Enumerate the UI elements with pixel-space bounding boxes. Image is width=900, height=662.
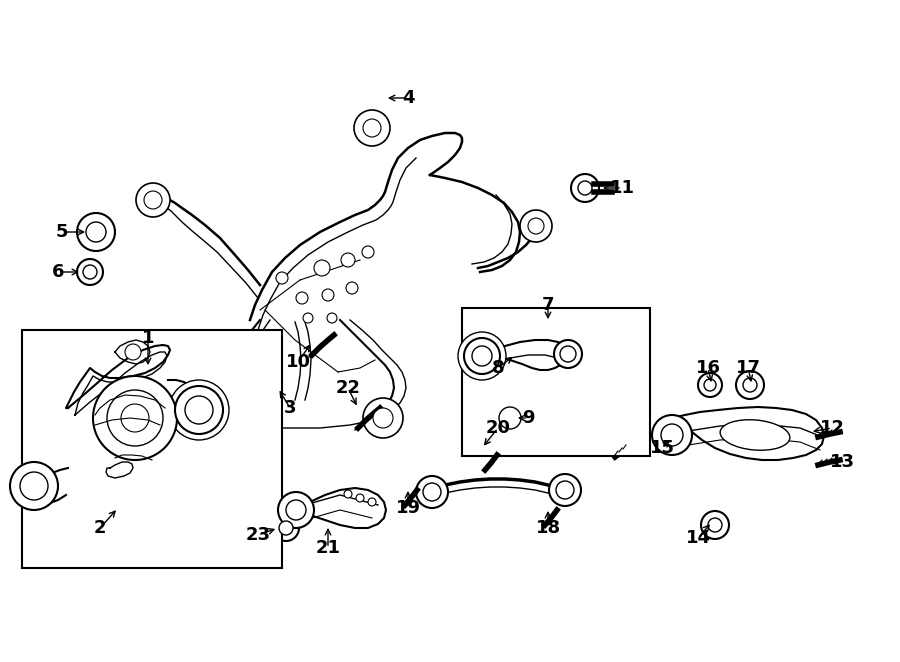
Circle shape <box>121 404 149 432</box>
Circle shape <box>354 110 390 146</box>
Circle shape <box>77 213 115 251</box>
Circle shape <box>93 376 177 460</box>
Circle shape <box>296 292 308 304</box>
Circle shape <box>736 371 764 399</box>
Text: 2: 2 <box>94 519 106 537</box>
Circle shape <box>458 332 506 380</box>
Circle shape <box>373 408 393 428</box>
Circle shape <box>279 521 293 535</box>
Circle shape <box>708 518 722 532</box>
Circle shape <box>153 406 171 424</box>
Circle shape <box>704 379 716 391</box>
Text: 1: 1 <box>142 329 154 347</box>
Circle shape <box>416 476 448 508</box>
Text: 18: 18 <box>536 519 561 537</box>
Circle shape <box>175 386 223 434</box>
Text: 14: 14 <box>686 529 710 547</box>
Text: 9: 9 <box>522 409 535 427</box>
Text: 23: 23 <box>246 526 271 544</box>
Text: 8: 8 <box>491 359 504 377</box>
Text: 6: 6 <box>52 263 64 281</box>
Text: 13: 13 <box>830 453 854 471</box>
Circle shape <box>341 253 355 267</box>
Circle shape <box>549 474 581 506</box>
Text: 12: 12 <box>820 419 844 437</box>
Circle shape <box>661 424 683 446</box>
Text: 7: 7 <box>542 296 554 314</box>
Polygon shape <box>298 488 386 528</box>
Circle shape <box>484 392 536 444</box>
Circle shape <box>144 397 180 433</box>
Text: 17: 17 <box>735 359 760 377</box>
Circle shape <box>423 483 441 501</box>
Text: 22: 22 <box>336 379 361 397</box>
Circle shape <box>314 260 330 276</box>
Bar <box>462 308 650 456</box>
Circle shape <box>77 259 103 285</box>
Circle shape <box>125 344 141 360</box>
Text: 3: 3 <box>284 399 296 417</box>
Circle shape <box>363 398 403 438</box>
Ellipse shape <box>720 420 790 450</box>
Circle shape <box>362 246 374 258</box>
Circle shape <box>278 492 314 528</box>
Circle shape <box>20 472 48 500</box>
Text: 19: 19 <box>395 499 420 517</box>
Text: 16: 16 <box>696 359 721 377</box>
Circle shape <box>698 373 722 397</box>
Circle shape <box>10 462 58 510</box>
Circle shape <box>363 119 381 137</box>
Text: 11: 11 <box>609 179 634 197</box>
Circle shape <box>322 289 334 301</box>
Circle shape <box>490 398 530 438</box>
Circle shape <box>83 265 97 279</box>
Circle shape <box>185 396 213 424</box>
Circle shape <box>344 490 352 498</box>
Circle shape <box>346 282 358 294</box>
Circle shape <box>144 191 162 209</box>
Circle shape <box>169 380 229 440</box>
Circle shape <box>303 313 313 323</box>
Text: 21: 21 <box>316 539 340 557</box>
Circle shape <box>556 481 574 499</box>
Circle shape <box>560 346 576 362</box>
Circle shape <box>571 174 599 202</box>
Circle shape <box>273 515 299 541</box>
Text: 15: 15 <box>650 439 674 457</box>
Circle shape <box>499 407 521 429</box>
Circle shape <box>356 494 364 502</box>
Circle shape <box>743 378 757 392</box>
Circle shape <box>368 498 376 506</box>
Circle shape <box>472 346 492 366</box>
Circle shape <box>528 218 544 234</box>
Circle shape <box>276 272 288 284</box>
Text: 10: 10 <box>285 353 310 371</box>
Bar <box>22 330 282 568</box>
Polygon shape <box>672 407 824 460</box>
Circle shape <box>86 222 106 242</box>
Circle shape <box>327 313 337 323</box>
Circle shape <box>652 415 692 455</box>
Circle shape <box>701 511 729 539</box>
Circle shape <box>286 500 306 520</box>
Circle shape <box>520 210 552 242</box>
Text: 4: 4 <box>401 89 414 107</box>
Text: 20: 20 <box>485 419 510 437</box>
Circle shape <box>136 183 170 217</box>
Circle shape <box>107 390 163 446</box>
Text: 5: 5 <box>56 223 68 241</box>
Circle shape <box>554 340 582 368</box>
Circle shape <box>464 338 500 374</box>
Circle shape <box>578 181 592 195</box>
